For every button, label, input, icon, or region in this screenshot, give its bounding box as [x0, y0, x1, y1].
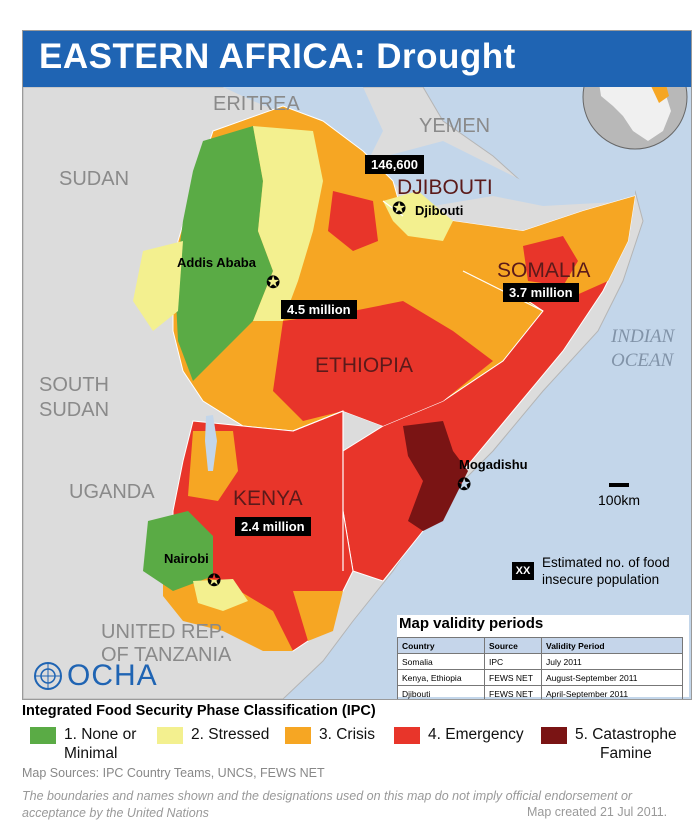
label-ocean-line1: INDIAN — [611, 326, 675, 347]
population-somalia: 3.7 million — [503, 283, 579, 302]
legend-swatch — [541, 727, 567, 744]
legend-label: 4. Emergency — [428, 726, 524, 743]
table-row: Somalia IPC July 2011 — [397, 653, 683, 670]
djibouti-region — [383, 191, 453, 241]
ethiopia-emergency-zone-2 — [328, 191, 378, 251]
legend-label-line1: 5. Catastrophe — [575, 726, 677, 743]
legend-label-line2: Minimal — [64, 745, 118, 762]
label-eritrea: ERITREA — [213, 93, 300, 115]
border-lines — [292, 200, 544, 571]
title-bar: EASTERN AFRICA: Drought — [23, 31, 691, 87]
city-label-nairobi: Nairobi — [164, 551, 209, 566]
ethiopia-stressed-zone — [253, 126, 323, 321]
label-sudan: SUDAN — [59, 168, 130, 190]
legend-swatch — [285, 727, 311, 744]
table-cell: April-September 2011 — [541, 685, 683, 699]
city-label-addis-ababa: Addis Ababa — [177, 255, 256, 270]
validity-table-panel: Map validity periods Country Source Vali… — [397, 615, 689, 699]
legend-label: 5. Catastrophe Famine — [575, 725, 677, 763]
population-key-line2: insecure population — [542, 572, 660, 587]
legend-title: Integrated Food Security Phase Classific… — [22, 703, 376, 719]
table-cell: July 2011 — [541, 653, 683, 670]
legend-label-line1: 1. None or — [64, 726, 137, 743]
table-cell: Somalia — [397, 653, 485, 670]
map-frame: EASTERN AFRICA: Drought ERITREA YEMEN SU… — [22, 30, 692, 700]
legend-swatch — [394, 727, 420, 744]
capital-star-icon: ✪ — [207, 571, 222, 590]
population-ethiopia: 4.5 million — [281, 300, 357, 319]
validity-header-source: Source — [484, 637, 542, 654]
table-cell: IPC — [484, 653, 542, 670]
ethiopia-emergency-zone — [273, 301, 493, 426]
map-created-date: Map created 21 Jul 2011. — [527, 805, 668, 819]
label-yemen: YEMEN — [419, 115, 491, 137]
table-cell: Djibouti — [397, 685, 485, 699]
validity-header-country: Country — [397, 637, 485, 654]
lake-turkana — [205, 415, 217, 471]
table-cell: Kenya, Ethiopia — [397, 669, 485, 686]
map-title: EASTERN AFRICA: Drought — [39, 37, 516, 76]
legend-label: 1. None or Minimal — [64, 725, 136, 763]
ocha-logo-text: OCHA — [67, 659, 158, 692]
table-row: Djibouti FEWS NET April-September 2011 — [397, 685, 683, 699]
validity-title: Map validity periods — [399, 615, 544, 632]
label-tanzania-line1: UNITED REP. — [101, 621, 226, 643]
table-cell: FEWS NET — [484, 685, 542, 699]
population-key-box: XX — [512, 562, 534, 580]
table-cell: FEWS NET — [484, 669, 542, 686]
kenya-stressed-zone — [193, 579, 248, 611]
label-kenya: KENYA — [233, 487, 303, 510]
map-sources: Map Sources: IPC Country Teams, UNCS, FE… — [22, 766, 325, 780]
legend-swatch — [157, 727, 183, 744]
legend-label: 2. Stressed — [191, 726, 270, 743]
label-somalia: SOMALIA — [497, 259, 591, 282]
somalia-ne-emergency — [523, 236, 578, 286]
gulf-of-aden — [368, 141, 635, 206]
validity-header-period: Validity Period — [541, 637, 683, 654]
population-key-line1: Estimated no. of food — [542, 555, 670, 570]
capital-star-icon: ✪ — [392, 199, 407, 218]
capital-star-icon: ✪ — [266, 273, 281, 292]
label-djibouti: DJIBOUTI — [397, 176, 493, 199]
legend-label: 3. Crisis — [319, 726, 375, 743]
city-label-djibouti: Djibouti — [415, 203, 464, 218]
ethiopia-stressed-zone-2 — [133, 241, 183, 331]
population-kenya: 2.4 million — [235, 517, 311, 536]
scale-bar — [609, 483, 629, 487]
table-cell: August-September 2011 — [541, 669, 683, 686]
population-djibouti: 146,600 — [365, 155, 424, 174]
kenya-minimal-zone — [143, 511, 213, 591]
city-label-mogadishu: Mogadishu — [459, 457, 528, 472]
label-ocean-line2: OCEAN — [611, 350, 674, 371]
kenya-crisis-zone-2 — [293, 591, 343, 641]
label-uganda: UGANDA — [69, 481, 155, 503]
legend-swatch — [30, 727, 56, 744]
scale-label: 100km — [598, 492, 641, 508]
validity-table: Country Source Validity Period Somalia I… — [397, 637, 683, 699]
label-ethiopia: ETHIOPIA — [315, 354, 414, 377]
label-south-sudan-line2: SUDAN — [39, 399, 110, 421]
table-row: Kenya, Ethiopia FEWS NET August-Septembe… — [397, 669, 683, 686]
population-key-text: Estimated no. of food insecure populatio… — [542, 554, 670, 588]
map-disclaimer: The boundaries and names shown and the d… — [22, 789, 633, 820]
ethiopia-minimal-zone — [175, 126, 273, 381]
legend-label-line2: Famine — [600, 745, 652, 762]
somalia-famine-zone — [403, 421, 468, 531]
un-emblem-icon — [34, 662, 62, 690]
capital-star-icon: ✪ — [457, 475, 472, 494]
label-south-sudan-line1: SOUTH — [39, 374, 109, 396]
label-tanzania-line2: OF TANZANIA — [101, 644, 232, 666]
